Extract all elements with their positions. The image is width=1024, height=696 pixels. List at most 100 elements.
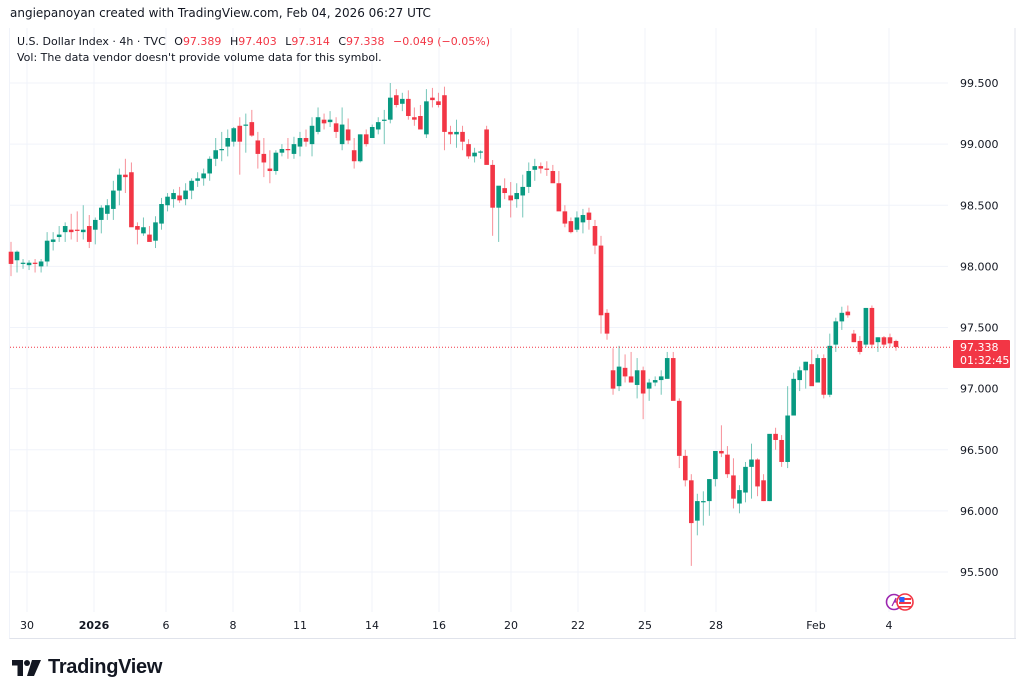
candle-body[interactable] <box>887 337 893 344</box>
candle-body[interactable] <box>863 307 869 345</box>
candle-body[interactable] <box>622 367 628 377</box>
candle-body[interactable] <box>803 361 808 371</box>
candle-body[interactable] <box>183 190 188 200</box>
candle-body[interactable] <box>538 166 544 169</box>
candle-body[interactable] <box>767 433 772 502</box>
candle-body[interactable] <box>117 174 122 191</box>
candle-body[interactable] <box>92 219 98 230</box>
candle-body[interactable] <box>526 171 532 187</box>
candle-body[interactable] <box>20 262 26 264</box>
candle-body[interactable] <box>731 475 736 499</box>
candle-body[interactable] <box>225 138 231 147</box>
candle-body[interactable] <box>400 98 405 104</box>
candle-body[interactable] <box>761 480 766 502</box>
candle-body[interactable] <box>634 370 640 385</box>
candle-body[interactable] <box>532 166 538 170</box>
candle-body[interactable] <box>99 207 104 220</box>
candle-body[interactable] <box>478 151 483 153</box>
candle-body[interactable] <box>785 415 790 462</box>
candle-body[interactable] <box>249 122 255 136</box>
candle-body[interactable] <box>436 101 441 106</box>
candle-body[interactable] <box>490 164 495 208</box>
candle-body[interactable] <box>676 400 682 456</box>
candle-body[interactable] <box>815 358 821 383</box>
candle-body[interactable] <box>454 131 459 135</box>
candle-body[interactable] <box>291 144 297 154</box>
candle-body[interactable] <box>273 152 279 172</box>
candle-body[interactable] <box>809 364 815 387</box>
candle-body[interactable] <box>129 172 134 228</box>
candle-body[interactable] <box>424 101 429 135</box>
candle-body[interactable] <box>448 131 453 135</box>
candle-body[interactable] <box>387 97 393 120</box>
candle-body[interactable] <box>851 333 857 343</box>
candle-body[interactable] <box>779 439 784 462</box>
candle-body[interactable] <box>255 140 261 154</box>
candle-body[interactable] <box>574 217 580 230</box>
candle-body[interactable] <box>484 129 489 165</box>
candle-body[interactable] <box>297 138 303 147</box>
candle-body[interactable] <box>544 168 550 170</box>
candle-body[interactable] <box>189 180 194 191</box>
candle-body[interactable] <box>430 97 435 101</box>
candle-body[interactable] <box>26 262 32 266</box>
candle-body[interactable] <box>833 321 839 345</box>
candle-body[interactable] <box>123 174 128 178</box>
candle-body[interactable] <box>38 261 44 267</box>
candle-body[interactable] <box>153 222 158 241</box>
candle-body[interactable] <box>466 144 471 157</box>
candle-body[interactable] <box>556 183 562 212</box>
candle-body[interactable] <box>267 168 273 172</box>
candle-body[interactable] <box>725 454 730 475</box>
candle-body[interactable] <box>195 178 200 181</box>
candle-body[interactable] <box>80 229 86 233</box>
candlestick-plot[interactable]: 99.500 99.000 98.500 98.000 97.500 97.000 96.5… <box>0 0 1024 640</box>
candle-body[interactable] <box>658 376 664 381</box>
candle-body[interactable] <box>604 312 610 334</box>
candle-body[interactable] <box>508 195 513 201</box>
candle-body[interactable] <box>616 366 622 387</box>
candle-body[interactable] <box>562 211 568 224</box>
candle-body[interactable] <box>165 196 170 206</box>
candle-body[interactable] <box>652 380 658 383</box>
candle-body[interactable] <box>394 95 399 106</box>
candle-body[interactable] <box>586 212 592 220</box>
candle-body[interactable] <box>695 501 700 521</box>
candle-body[interactable] <box>219 149 225 151</box>
candle-body[interactable] <box>773 433 778 440</box>
candle-body[interactable] <box>261 153 267 163</box>
candle-body[interactable] <box>351 150 357 162</box>
candle-body[interactable] <box>357 134 363 162</box>
candle-body[interactable] <box>520 186 526 196</box>
candle-body[interactable] <box>442 95 447 132</box>
candle-body[interactable] <box>412 117 417 120</box>
legend-symbol[interactable]: U.S. Dollar Index · 4h · TVC <box>17 35 166 48</box>
candle-body[interactable] <box>74 229 80 231</box>
candle-body[interactable] <box>369 127 375 139</box>
candle-body[interactable] <box>496 185 501 208</box>
candle-body[interactable] <box>719 450 724 454</box>
candle-body[interactable] <box>610 370 616 389</box>
candle-body[interactable] <box>381 119 387 121</box>
candle-body[interactable] <box>460 131 465 142</box>
candle-body[interactable] <box>893 340 899 348</box>
candle-body[interactable] <box>689 480 694 524</box>
candle-body[interactable] <box>279 149 285 153</box>
economic-events[interactable] <box>885 592 917 612</box>
candle-body[interactable] <box>345 129 351 141</box>
candle-body[interactable] <box>737 490 742 504</box>
candle-body[interactable] <box>550 171 556 184</box>
candle-body[interactable] <box>682 455 688 481</box>
candle-body[interactable] <box>141 227 146 234</box>
candle-body[interactable] <box>827 345 833 395</box>
candle-body[interactable] <box>797 370 802 381</box>
candle-body[interactable] <box>701 501 706 503</box>
candle-body[interactable] <box>231 128 237 142</box>
candle-body[interactable] <box>791 378 796 416</box>
candle-body[interactable] <box>628 376 634 383</box>
candle-body[interactable] <box>68 229 74 233</box>
candle-body[interactable] <box>568 221 574 233</box>
candle-body[interactable] <box>8 251 14 264</box>
candle-body[interactable] <box>309 125 315 145</box>
candle-body[interactable] <box>339 124 345 145</box>
